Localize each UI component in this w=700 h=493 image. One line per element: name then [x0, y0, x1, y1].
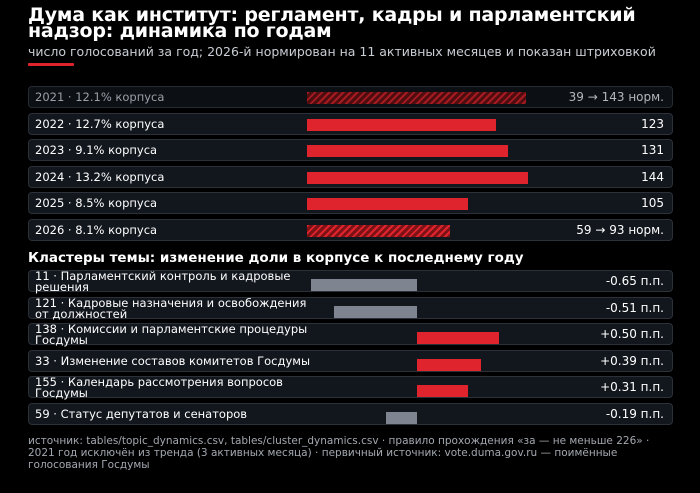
- year-bar: [307, 171, 528, 184]
- cluster-row-value: -0.51 п.п.: [605, 300, 664, 315]
- cluster-row-value: +0.31 п.п.: [600, 380, 664, 394]
- year-bar: [307, 92, 527, 104]
- year-row-value: 131: [641, 143, 664, 157]
- year-row-value: 39 → 143 норм.: [568, 90, 664, 104]
- page-subtitle: число голосований за год; 2026-й нормиро…: [28, 44, 656, 59]
- source-note: источник: tables/topic_dynamics.csv, tab…: [28, 435, 650, 471]
- cluster-row: 11 · Парламентский контроль и кадровые р…: [28, 269, 673, 294]
- cluster-row-label: 121 · Кадровые назначения и освобождения…: [35, 295, 307, 321]
- year-row: 2026 · 8.1% корпуса 59 → 93 норм.: [28, 218, 673, 241]
- cluster-bar: [386, 411, 417, 424]
- cluster-bar: [417, 358, 481, 371]
- cluster-row-value: +0.39 п.п.: [600, 353, 664, 368]
- year-row: 2024 · 13.2% корпуса 144: [28, 165, 673, 188]
- cluster-row-label: 138 · Комиссии и парламентские процедуры…: [35, 322, 308, 347]
- year-row-label: 2021 · 12.1% корпуса: [35, 90, 165, 104]
- year-row: 2025 · 8.5% корпуса 105: [28, 192, 673, 214]
- page-title: Дума как институт: регламент, кадры и па…: [28, 4, 636, 42]
- cluster-row-value: +0.50 п.п.: [600, 327, 664, 341]
- accent-line: [28, 63, 74, 66]
- year-row: 2023 · 9.1% корпуса 131: [28, 139, 673, 161]
- year-row-value: 105: [641, 196, 664, 210]
- cluster-row-label: 155 · Календарь рассмотрения вопросов Го…: [35, 375, 283, 400]
- cluster-row-value: -0.19 п.п.: [605, 406, 664, 421]
- year-row-label: 2024 · 13.2% корпуса: [35, 169, 165, 184]
- year-bar: [307, 198, 469, 210]
- year-row-label: 2022 · 12.7% корпуса: [35, 116, 165, 131]
- year-row-value: 144: [641, 169, 664, 184]
- cluster-row: 155 · Календарь рассмотрения вопросов Го…: [28, 375, 673, 400]
- year-row-label: 2025 · 8.5% корпуса: [35, 196, 158, 210]
- year-row: 2021 · 12.1% корпуса 39 → 143 норм.: [28, 86, 673, 108]
- cluster-section-title: Кластеры темы: изменение доли в корпусе …: [28, 250, 524, 266]
- year-row-label: 2026 · 8.1% корпуса: [35, 222, 158, 237]
- year-row: 2022 · 12.7% корпуса 123: [28, 112, 673, 135]
- cluster-bar: [417, 332, 499, 344]
- cluster-row-label: 59 · Статус депутатов и сенаторов: [35, 406, 248, 421]
- cluster-row: 138 · Комиссии и парламентские процедуры…: [28, 322, 673, 347]
- cluster-row-value: -0.65 п.п.: [605, 274, 664, 288]
- cluster-row: 121 · Кадровые назначения и освобождения…: [28, 295, 673, 321]
- cluster-row: 59 · Статус депутатов и сенаторов -0.19 п…: [28, 402, 673, 425]
- year-bar: [307, 118, 496, 131]
- year-row-label: 2023 · 9.1% корпуса: [35, 143, 158, 157]
- cluster-bar: [333, 305, 417, 318]
- year-bar: [307, 224, 450, 237]
- cluster-row-label: 33 · Изменение составов комитетов Госдум…: [35, 353, 311, 368]
- year-row-value: 59 → 93 норм.: [576, 222, 664, 237]
- cluster-bar: [417, 385, 468, 397]
- year-row-value: 123: [641, 116, 664, 131]
- cluster-bar: [311, 279, 417, 291]
- cluster-row-label: 11 · Парламентский контроль и кадровые р…: [35, 269, 291, 294]
- year-bar: [307, 145, 509, 157]
- cluster-row: 33 · Изменение составов комитетов Госдум…: [28, 349, 673, 372]
